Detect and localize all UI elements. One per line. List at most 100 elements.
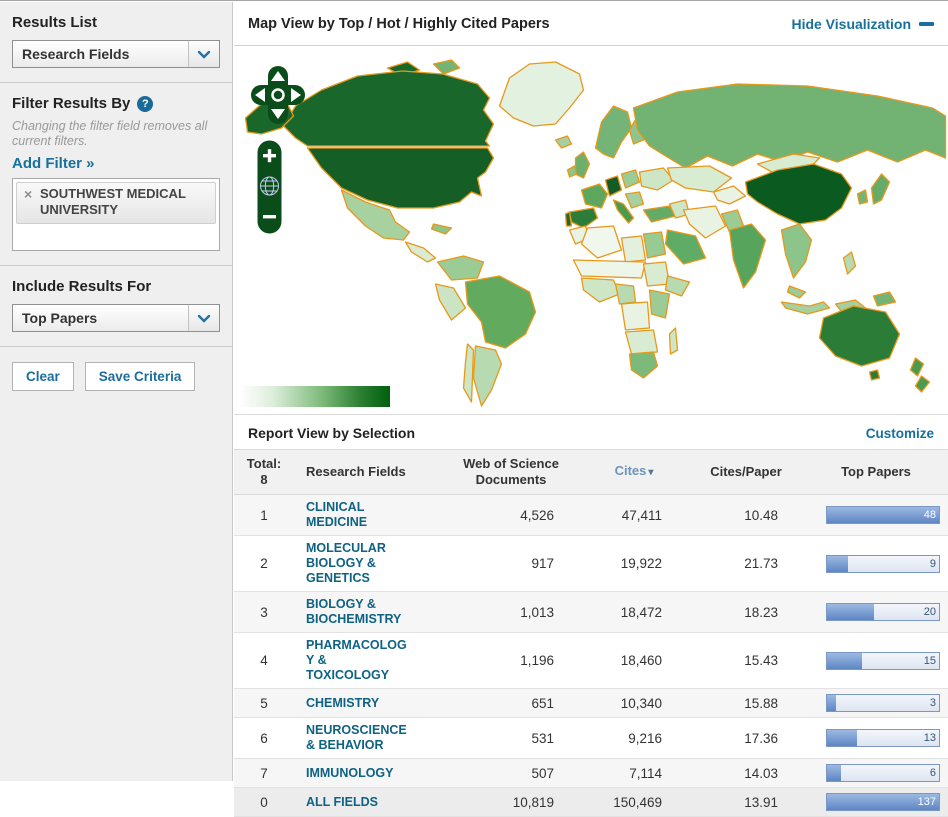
remove-filter-icon[interactable]: × (24, 186, 33, 202)
filter-results-by-label: Filter Results By (12, 95, 131, 112)
field-link[interactable]: ALL FIELDS (306, 795, 378, 809)
add-filter-link[interactable]: Add Filter » (12, 155, 95, 172)
documents-value: 507 (531, 765, 554, 781)
zoom-in-icon (263, 149, 276, 163)
cites-value: 9,216 (628, 730, 662, 746)
sort-desc-icon: ▾ (648, 467, 654, 478)
table-header-row: Total: 8 Research Fields Web of Science … (234, 449, 948, 495)
column-header-research-fields[interactable]: Research Fields (306, 464, 406, 479)
include-results-select[interactable]: Top Papers (12, 304, 220, 332)
filter-note: Changing the filter field removes all cu… (12, 119, 208, 148)
documents-value: 531 (531, 730, 554, 746)
filter-tag[interactable]: × SOUTHWEST MEDICAL UNIVERSITY (16, 182, 216, 224)
field-link[interactable]: IMMUNOLOGY (306, 766, 394, 780)
cites-per-paper-value: 10.48 (744, 507, 778, 523)
field-link[interactable]: CLINICAL MEDICINE (306, 500, 368, 529)
cites-value: 19,922 (620, 556, 662, 571)
sidebar-divider (0, 265, 232, 266)
cites-per-paper-value: 15.88 (744, 695, 778, 711)
table-row: 6 NEUROSCIENCE & BEHAVIOR 531 9,216 17.3… (234, 718, 948, 759)
top-papers-value: 13 (923, 732, 936, 744)
cites-value: 10,340 (620, 695, 662, 711)
top-papers-value: 9 (929, 557, 936, 570)
rank-value: 6 (260, 730, 268, 746)
documents-value: 651 (531, 695, 554, 711)
choropleth-map[interactable] (234, 46, 948, 415)
top-papers-bar: 6 (826, 764, 940, 782)
customize-link[interactable]: Customize (865, 425, 934, 441)
main-panel: Map View by Top / Hot / Highly Cited Pap… (234, 2, 948, 817)
top-papers-bar: 20 (826, 603, 940, 621)
pan-left-icon (255, 88, 265, 102)
top-papers-bar: 48 (826, 506, 940, 524)
map-zoom-control[interactable] (257, 140, 282, 234)
field-link[interactable]: NEUROSCIENCE & BEHAVIOR (306, 723, 407, 752)
results-list-label: Results List (12, 14, 98, 31)
cites-per-paper-value: 15.43 (744, 653, 778, 668)
filter-tag-label: SOUTHWEST MEDICAL UNIVERSITY (40, 186, 186, 217)
column-header-top-papers[interactable]: Top Papers (841, 464, 911, 479)
cites-value: 18,472 (620, 604, 662, 620)
collapse-minus-icon[interactable] (919, 21, 934, 26)
hide-visualization-link[interactable]: Hide Visualization (791, 15, 911, 32)
cites-per-paper-value: 18.23 (744, 604, 778, 620)
sidebar-divider (0, 82, 232, 83)
top-papers-value: 3 (929, 697, 936, 709)
map-view-title: Map View by Top / Hot / Highly Cited Pap… (248, 15, 550, 32)
save-criteria-button[interactable]: Save Criteria (84, 362, 196, 391)
cites-value: 47,411 (621, 507, 662, 523)
cites-per-paper-value: 14.03 (744, 765, 778, 781)
documents-value: 1,196 (520, 653, 554, 668)
table-row-all-fields: 0 ALL FIELDS 10,819 150,469 13.91 137 (234, 788, 948, 817)
results-list-value: Research Fields (22, 46, 130, 62)
field-link[interactable]: MOLECULAR BIOLOGY & GENETICS (306, 541, 386, 585)
results-list-select[interactable]: Research Fields (12, 40, 220, 68)
cites-per-paper-value: 13.91 (744, 794, 778, 810)
field-link[interactable]: BIOLOGY & BIOCHEMISTRY (306, 597, 402, 626)
cites-per-paper-value: 17.36 (744, 730, 778, 746)
total-value: 8 (260, 472, 268, 487)
table-row: 3 BIOLOGY & BIOCHEMISTRY 1,013 18,472 18… (234, 592, 948, 633)
table-row: 1 CLINICAL MEDICINE 4,526 47,411 10.48 4… (234, 495, 948, 536)
rank-value: 7 (260, 765, 268, 781)
rank-value: 2 (260, 556, 268, 571)
table-row: 2 MOLECULAR BIOLOGY & GENETICS 917 19,92… (234, 536, 948, 592)
sidebar: Results List Research Fields Filter Resu… (0, 2, 233, 781)
globe-icon (260, 176, 279, 196)
top-papers-bar: 3 (826, 694, 940, 712)
field-link[interactable]: PHARMACOLOGY & TOXICOLOGY (306, 638, 407, 682)
column-header-cites[interactable]: Cites ▾ (614, 463, 654, 478)
top-papers-bar: 137 (826, 793, 940, 811)
zoom-out-icon (263, 215, 276, 219)
map-pan-control[interactable] (250, 66, 306, 128)
top-papers-bar: 15 (826, 651, 940, 670)
cites-value: 7,114 (629, 765, 662, 781)
documents-value: 1,013 (520, 604, 554, 620)
table-row: 5 CHEMISTRY 651 10,340 15.88 3 (234, 689, 948, 718)
pan-down-icon (271, 109, 285, 119)
field-link[interactable]: CHEMISTRY (306, 696, 380, 710)
rank-value: 5 (260, 695, 268, 711)
top-papers-bar: 9 (826, 554, 940, 573)
top-papers-value: 137 (917, 796, 936, 808)
pan-up-icon (271, 71, 285, 81)
cites-value: 150,469 (613, 794, 662, 810)
column-header-cites-per-paper[interactable]: Cites/Paper (710, 464, 782, 479)
top-papers-bar: 13 (826, 729, 940, 747)
chevron-down-icon (188, 41, 219, 67)
include-results-value: Top Papers (22, 310, 98, 326)
pan-right-icon (291, 88, 301, 102)
clear-button[interactable]: Clear (12, 362, 74, 391)
column-header-documents[interactable]: Web of Science Documents (463, 456, 559, 487)
documents-value: 10,819 (512, 794, 554, 810)
active-filters-box: × SOUTHWEST MEDICAL UNIVERSITY (12, 178, 220, 251)
top-papers-value: 20 (923, 606, 936, 618)
rank-value: 0 (260, 794, 268, 810)
documents-value: 917 (531, 556, 554, 571)
table-row: 4 PHARMACOLOGY & TOXICOLOGY 1,196 18,460… (234, 633, 948, 689)
table-row: 7 IMMUNOLOGY 507 7,114 14.03 6 (234, 759, 948, 788)
cites-value: 18,460 (620, 653, 662, 668)
rank-value: 1 (260, 507, 268, 523)
cites-per-paper-value: 21.73 (744, 556, 778, 571)
help-icon[interactable]: ? (137, 95, 154, 112)
